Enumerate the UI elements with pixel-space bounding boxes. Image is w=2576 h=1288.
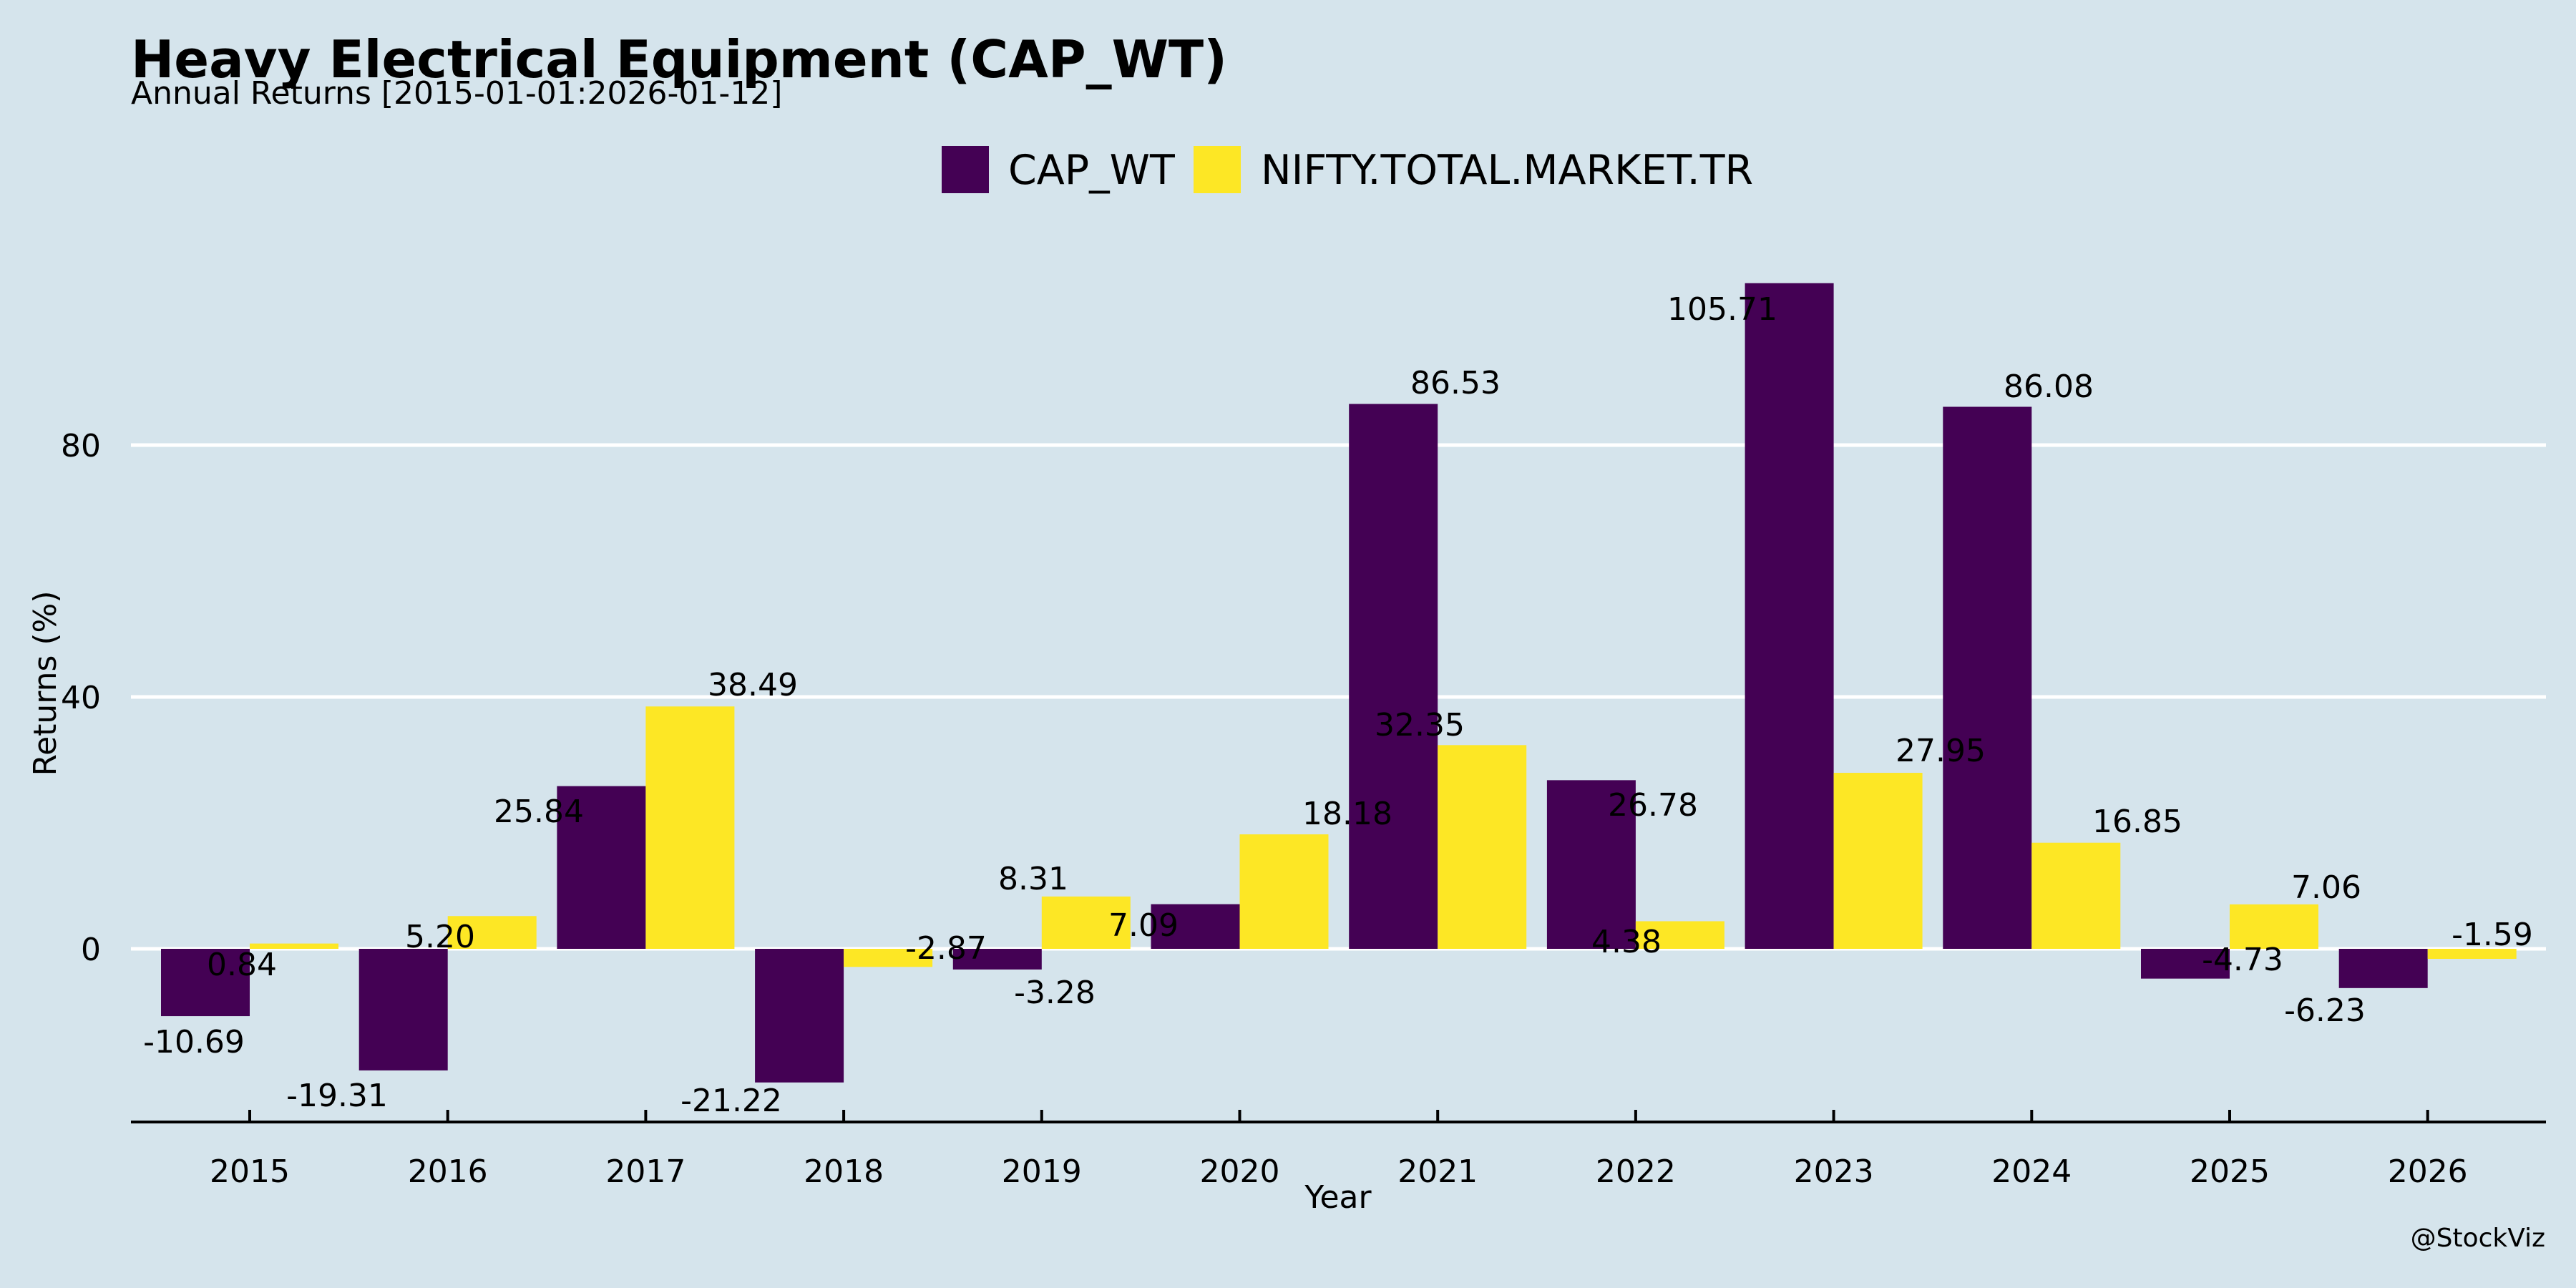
- bar-nifty-2024: [2031, 842, 2121, 949]
- bar-nifty-2021: [1438, 745, 1527, 949]
- y-tick-label: 40: [61, 680, 101, 716]
- bar-label-cap-wt-2018: -21.22: [680, 1083, 782, 1119]
- x-tick-label: 2019: [1002, 1153, 1082, 1190]
- bar-label-cap-wt-2022: 26.78: [1608, 787, 1698, 824]
- bar-label-nifty-2018: -2.87: [905, 930, 987, 967]
- x-tick-label: 2020: [1200, 1153, 1280, 1190]
- y-axis-label: Returns (%): [27, 590, 64, 776]
- bar-cap-wt-2016: [358, 949, 448, 1070]
- bar-nifty-2020: [1239, 834, 1329, 949]
- bar-label-nifty-2023: 27.95: [1896, 733, 1986, 769]
- x-tick-label: 2022: [1596, 1153, 1676, 1190]
- bar-label-nifty-2016: 5.20: [405, 919, 475, 955]
- bar-nifty-2019: [1041, 896, 1131, 949]
- bar-nifty-2023: [1833, 773, 1923, 949]
- bars: [161, 283, 2517, 1083]
- bar-nifty-2018: [844, 949, 933, 967]
- y-axis-ticks: 0 40 80: [61, 428, 101, 968]
- bar-label-cap-wt-2023: 105.71: [1667, 291, 1777, 328]
- bar-cap-wt-2022: [1546, 780, 1636, 949]
- bar-cap-wt-2025: [2141, 949, 2230, 979]
- bar-cap-wt-2020: [1151, 904, 1240, 949]
- bar-cap-wt-2021: [1349, 404, 1438, 949]
- bar-nifty-2026: [2427, 949, 2517, 959]
- bar-cap-wt-2018: [755, 949, 844, 1083]
- bar-cap-wt-2015: [161, 949, 250, 1017]
- bar-label-nifty-2022: 4.38: [1591, 924, 1662, 960]
- bar-label-nifty-2017: 38.49: [708, 667, 798, 703]
- x-tick-label: 2021: [1397, 1153, 1478, 1190]
- legend-swatch-nifty: [1194, 146, 1241, 193]
- x-tick-label: 2018: [804, 1153, 884, 1190]
- x-tick-label: 2016: [408, 1153, 488, 1190]
- chart-subtitle: Annual Returns [2015-01-01:2026-01-12]: [131, 75, 782, 112]
- x-tick-label: 2025: [2190, 1153, 2270, 1190]
- x-axis-label: Year: [1304, 1179, 1372, 1216]
- bar-label-cap-wt-2015: -10.69: [143, 1024, 245, 1060]
- legend-label-cap-wt: CAP_WT: [1008, 147, 1175, 194]
- legend-swatch-cap-wt: [942, 146, 989, 193]
- bar-label-cap-wt-2019: -3.28: [1014, 975, 1096, 1011]
- bar-label-nifty-2026: -1.59: [2451, 917, 2533, 953]
- y-tick-label: 80: [61, 428, 101, 464]
- bar-label-cap-wt-2017: 25.84: [494, 794, 584, 830]
- bar-label-cap-wt-2026: -6.23: [2284, 992, 2366, 1029]
- bar-label-nifty-2024: 16.85: [2092, 804, 2182, 840]
- bar-label-nifty-2025: 7.06: [2291, 869, 2361, 906]
- x-tick-label: 2024: [1991, 1153, 2072, 1190]
- bar-nifty-2017: [645, 706, 735, 949]
- x-tick-label: 2015: [210, 1153, 290, 1190]
- bar-label-cap-wt-2016: -19.31: [286, 1078, 388, 1114]
- x-axis: 2015 2016 2017 2018 2019 2020 2021 2022 2023 2024…: [131, 1110, 2546, 1190]
- bar-label-nifty-2020: 18.18: [1302, 796, 1392, 832]
- bar-label-cap-wt-2020: 7.09: [1108, 907, 1179, 944]
- legend: CAP_WT NIFTY.TOTAL.MARKET.TR: [942, 146, 1753, 194]
- x-tick-label: 2023: [1794, 1153, 1874, 1190]
- x-tick-label: 2026: [2388, 1153, 2468, 1190]
- bar-label-nifty-2021: 32.35: [1375, 707, 1465, 743]
- legend-label-nifty: NIFTY.TOTAL.MARKET.TR: [1261, 147, 1753, 194]
- watermark: @StockViz: [2411, 1224, 2545, 1253]
- bar-cap-wt-2019: [952, 949, 1042, 970]
- bar-labels: -10.69 -19.31 25.84 -21.22 -3.28 7.09 86.53 26.…: [143, 291, 2533, 1119]
- x-tick-label: 2017: [605, 1153, 686, 1190]
- chart-title: Heavy Electrical Equipment (CAP_WT): [131, 29, 1227, 89]
- y-tick-label: 0: [81, 932, 101, 968]
- bar-cap-wt-2026: [2338, 949, 2428, 988]
- bar-nifty-2016: [447, 916, 537, 949]
- bar-label-nifty-2019: 8.31: [998, 861, 1068, 897]
- bar-nifty-2022: [1635, 921, 1724, 949]
- bar-label-nifty-2015: 0.84: [207, 947, 277, 983]
- bar-nifty-2025: [2230, 904, 2318, 949]
- bar-label-cap-wt-2024: 86.08: [2004, 369, 2094, 405]
- bar-cap-wt-2023: [1745, 283, 1834, 949]
- bar-cap-wt-2024: [1943, 406, 2032, 949]
- bar-label-cap-wt-2025: -4.73: [2202, 942, 2283, 978]
- bar-label-cap-wt-2021: 86.53: [1410, 365, 1501, 401]
- bar-cap-wt-2017: [557, 786, 646, 949]
- bar-nifty-2015: [250, 943, 338, 949]
